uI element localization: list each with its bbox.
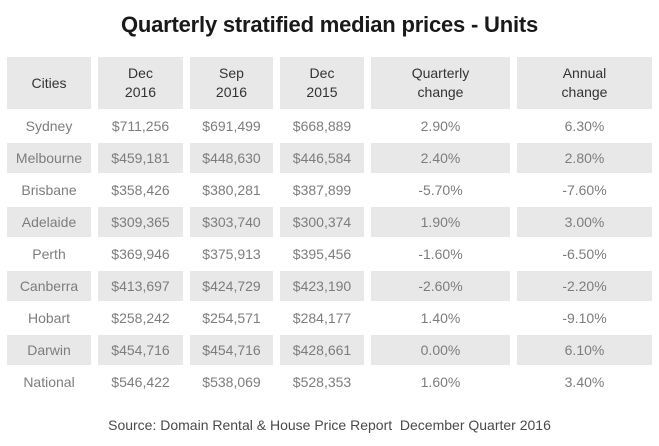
table-row-darwin: Darwin $454,716 $454,716 $428,661 0.00% … xyxy=(7,335,652,365)
cell-city: Canberra xyxy=(7,271,91,301)
cell-quarterly-change: 2.40% xyxy=(371,143,510,173)
cell-sep-2016: $691,499 xyxy=(190,111,273,141)
cell-sep-2016: $375,913 xyxy=(190,239,273,269)
col-header-annual-change: Annual change xyxy=(517,57,652,109)
table-row-brisbane: Brisbane $358,426 $380,281 $387,899 -5.7… xyxy=(7,175,652,205)
cell-dec-2016: $369,946 xyxy=(98,239,183,269)
cell-annual-change: -6.50% xyxy=(517,239,652,269)
cell-city: Perth xyxy=(7,239,91,269)
cell-city: Darwin xyxy=(7,335,91,365)
cell-sep-2016: $538,069 xyxy=(190,367,273,397)
col-header-quarterly-change: Quarterly change xyxy=(371,57,510,109)
source-note: Source: Domain Rental & House Price Repo… xyxy=(108,417,551,433)
cell-quarterly-change: 1.60% xyxy=(371,367,510,397)
cell-dec-2016: $258,242 xyxy=(98,303,183,333)
col-header-cities: Cities xyxy=(7,57,91,109)
cell-annual-change: -2.20% xyxy=(517,271,652,301)
table-row-national: National $546,422 $538,069 $528,353 1.60… xyxy=(7,367,652,397)
cell-sep-2016: $254,571 xyxy=(190,303,273,333)
col-header-dec-2015: Dec 2015 xyxy=(280,57,364,109)
col-header-dec-2016: Dec 2016 xyxy=(98,57,183,109)
cell-annual-change: 6.10% xyxy=(517,335,652,365)
col-header-sep-2016: Sep 2016 xyxy=(190,57,273,109)
cell-dec-2015: $423,190 xyxy=(280,271,364,301)
cell-dec-2016: $454,716 xyxy=(98,335,183,365)
cell-dec-2016: $459,181 xyxy=(98,143,183,173)
cell-quarterly-change: 2.90% xyxy=(371,111,510,141)
cell-quarterly-change: -2.60% xyxy=(371,271,510,301)
cell-annual-change: -7.60% xyxy=(517,175,652,205)
cell-dec-2015: $528,353 xyxy=(280,367,364,397)
cell-dec-2016: $711,256 xyxy=(98,111,183,141)
cell-sep-2016: $380,281 xyxy=(190,175,273,205)
cell-sep-2016: $303,740 xyxy=(190,207,273,237)
cell-dec-2015: $668,889 xyxy=(280,111,364,141)
table-row-sydney: Sydney $711,256 $691,499 $668,889 2.90% … xyxy=(7,111,652,141)
cell-city: National xyxy=(7,367,91,397)
cell-quarterly-change: -5.70% xyxy=(371,175,510,205)
cell-quarterly-change: 0.00% xyxy=(371,335,510,365)
cell-quarterly-change: 1.90% xyxy=(371,207,510,237)
table-row-hobart: Hobart $258,242 $254,571 $284,177 1.40% … xyxy=(7,303,652,333)
cell-city: Adelaide xyxy=(7,207,91,237)
cell-dec-2015: $446,584 xyxy=(280,143,364,173)
cell-quarterly-change: -1.60% xyxy=(371,239,510,269)
cell-city: Melbourne xyxy=(7,143,91,173)
median-prices-table: Cities Dec 2016 Sep 2016 Dec 2015 Quarte… xyxy=(0,55,659,399)
cell-sep-2016: $448,630 xyxy=(190,143,273,173)
cell-dec-2016: $309,365 xyxy=(98,207,183,237)
table-row-adelaide: Adelaide $309,365 $303,740 $300,374 1.90… xyxy=(7,207,652,237)
cell-dec-2015: $428,661 xyxy=(280,335,364,365)
cell-city: Hobart xyxy=(7,303,91,333)
cell-dec-2015: $387,899 xyxy=(280,175,364,205)
cell-city: Brisbane xyxy=(7,175,91,205)
cell-city: Sydney xyxy=(7,111,91,141)
cell-sep-2016: $454,716 xyxy=(190,335,273,365)
cell-sep-2016: $424,729 xyxy=(190,271,273,301)
table-row-perth: Perth $369,946 $375,913 $395,456 -1.60% … xyxy=(7,239,652,269)
table-row-melbourne: Melbourne $459,181 $448,630 $446,584 2.4… xyxy=(7,143,652,173)
cell-annual-change: 3.40% xyxy=(517,367,652,397)
page-title: Quarterly stratified median prices - Uni… xyxy=(120,12,539,37)
cell-quarterly-change: 1.40% xyxy=(371,303,510,333)
header-row: Cities Dec 2016 Sep 2016 Dec 2015 Quarte… xyxy=(7,57,652,109)
cell-annual-change: 2.80% xyxy=(517,143,652,173)
cell-annual-change: -9.10% xyxy=(517,303,652,333)
cell-annual-change: 3.00% xyxy=(517,207,652,237)
cell-dec-2016: $546,422 xyxy=(98,367,183,397)
cell-dec-2016: $358,426 xyxy=(98,175,183,205)
cell-annual-change: 6.30% xyxy=(517,111,652,141)
table-row-canberra: Canberra $413,697 $424,729 $423,190 -2.6… xyxy=(7,271,652,301)
cell-dec-2016: $413,697 xyxy=(98,271,183,301)
cell-dec-2015: $395,456 xyxy=(280,239,364,269)
cell-dec-2015: $300,374 xyxy=(280,207,364,237)
cell-dec-2015: $284,177 xyxy=(280,303,364,333)
